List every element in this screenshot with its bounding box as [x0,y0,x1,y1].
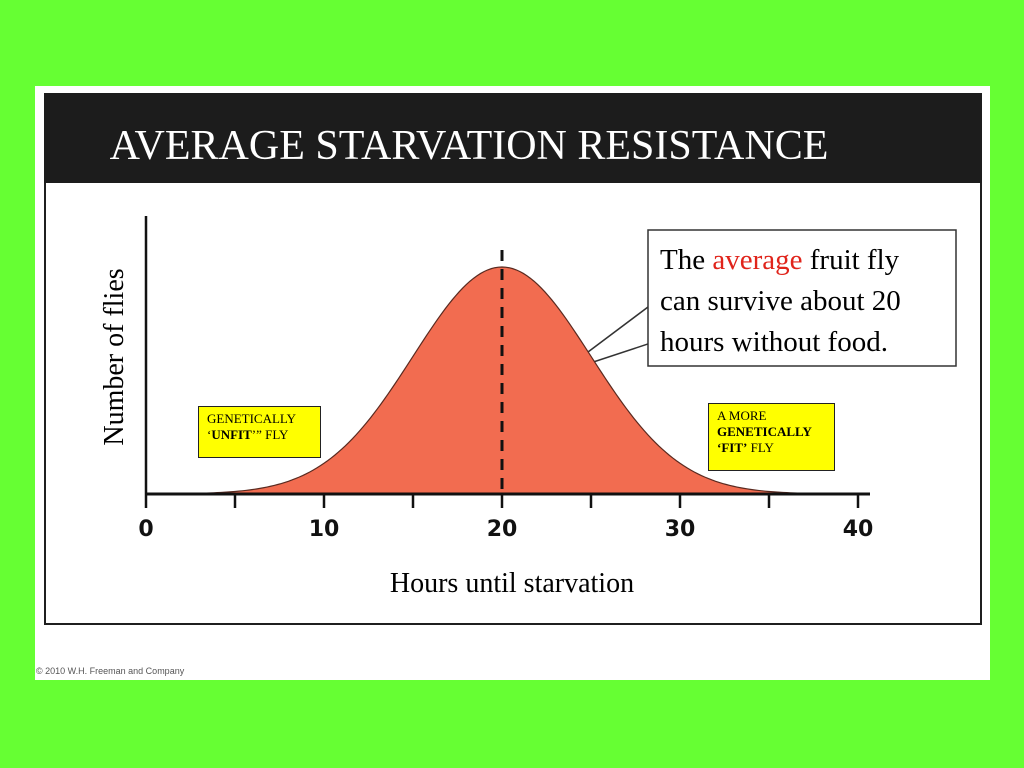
callout-suffix: fruit fly can survive about 20 hours wit… [660,244,901,358]
y-axis-title: Number of flies [99,268,130,445]
copyright-note: © 2010 W.H. Freeman and Company [36,666,185,676]
fit-fly-label: A MORE GENETICALLY ‘FIT’ FLY [708,403,835,471]
callout-text: The average fruit fly can survive about … [648,230,956,366]
chart-title: AVERAGE STARVATION RESISTANCE [109,123,829,169]
x-tick-label: 0 [138,517,153,542]
unfit-line-2: ‘UNFIT’” FLY [207,427,312,443]
callout-box-border [647,229,957,367]
fit-bold: ‘FIT’ [717,440,748,455]
unfit-fly-label: GENETICALLY ‘UNFIT’” FLY [198,406,321,458]
callout-prefix: The [660,244,713,276]
callout-highlight: average [712,244,803,276]
x-tick-label: 40 [843,517,874,542]
x-tick-label: 10 [309,517,340,542]
x-tick-label: 30 [665,517,696,542]
unfit-rest: ’” FLY [251,427,289,442]
distribution-area [145,266,859,495]
unfit-quote-open: ‘ [207,427,212,442]
x-tick-label: 20 [487,517,518,542]
fit-line-2: GENETICALLY [717,424,812,439]
unfit-bold: UNFIT [211,427,252,442]
fit-line-1: A MORE [717,408,767,423]
fit-rest: FLY [747,440,774,455]
unfit-line-1: GENETICALLY [207,411,296,426]
x-axis-title: Hours until starvation [390,568,634,599]
title-band [44,93,982,183]
fit-line-3: ‘FIT’ FLY [717,440,826,456]
